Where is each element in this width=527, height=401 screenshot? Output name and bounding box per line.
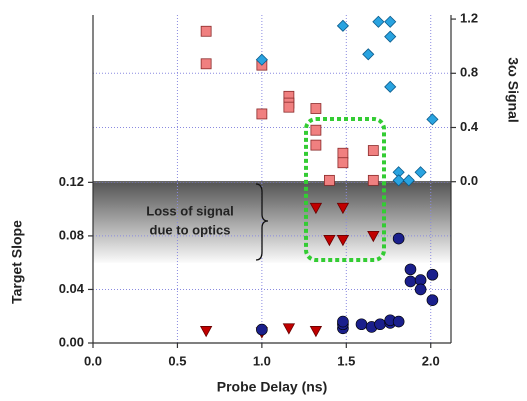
triangle-marker <box>199 326 213 338</box>
y-tick-label: 0.12 <box>59 174 84 189</box>
square-marker <box>367 174 379 186</box>
diamond-marker <box>255 53 268 66</box>
diamond-marker <box>362 48 375 61</box>
x-tick-label: 0.5 <box>168 353 186 368</box>
square-marker <box>310 124 322 136</box>
circle-marker <box>392 315 405 328</box>
y-axis-label: Target Slope <box>9 220 25 304</box>
y2-tick-label: 0.0 <box>460 173 478 188</box>
diamond-marker <box>402 174 415 187</box>
y2-tick-label: 0.4 <box>460 119 479 134</box>
circle-marker <box>355 318 368 331</box>
diamond-marker <box>384 80 397 93</box>
square-marker <box>337 147 349 159</box>
square-marker <box>200 58 212 70</box>
x-tick-label: 1.0 <box>253 353 271 368</box>
y2-tick-label: 1.2 <box>460 11 478 26</box>
x-axis-label: Probe Delay (ns) <box>217 379 327 395</box>
square-marker <box>367 145 379 156</box>
diamond-marker <box>372 15 385 28</box>
shaded-band <box>93 182 451 263</box>
x-tick-label: 0.0 <box>84 353 102 368</box>
circle-marker <box>426 294 439 306</box>
circle-marker <box>337 315 349 328</box>
diamond-marker <box>414 166 427 179</box>
circle-marker <box>392 232 405 245</box>
x-tick-label: 2.0 <box>422 353 440 368</box>
diamond-marker <box>384 15 397 28</box>
square-marker <box>324 174 335 186</box>
triangle-marker <box>309 202 323 215</box>
circle-marker <box>414 283 427 296</box>
triangle-marker <box>336 202 350 215</box>
y2-tick-label: 0.8 <box>460 65 478 80</box>
y2-axis-label: 3ω Signal <box>505 57 521 123</box>
square-marker <box>310 103 322 114</box>
square-marker <box>200 25 212 37</box>
triangle-marker <box>336 235 350 247</box>
diamond-marker <box>384 30 397 43</box>
square-marker <box>310 139 322 151</box>
triangle-marker <box>367 230 380 243</box>
triangle-marker <box>323 235 336 247</box>
y-tick-label: 0.00 <box>59 334 84 349</box>
circle-marker <box>426 268 439 281</box>
y-tick-label: 0.08 <box>59 227 84 242</box>
circle-marker <box>404 275 417 288</box>
circle-marker <box>256 323 268 336</box>
circle-marker <box>374 318 386 331</box>
diamond-marker <box>336 19 349 32</box>
triangle-marker <box>309 326 323 338</box>
brace <box>255 183 269 261</box>
annotation: Loss of signal <box>146 203 233 218</box>
circle-marker <box>404 263 417 276</box>
annotation: due to optics <box>150 222 231 237</box>
x-tick-label: 1.5 <box>337 353 355 368</box>
y-tick-label: 0.04 <box>59 281 85 296</box>
diamond-marker <box>392 174 405 187</box>
square-marker <box>283 101 295 113</box>
diamond-marker <box>426 113 439 126</box>
highlight-box <box>304 117 386 262</box>
triangle-marker <box>282 323 296 335</box>
square-marker <box>337 157 349 169</box>
square-marker <box>256 108 268 120</box>
